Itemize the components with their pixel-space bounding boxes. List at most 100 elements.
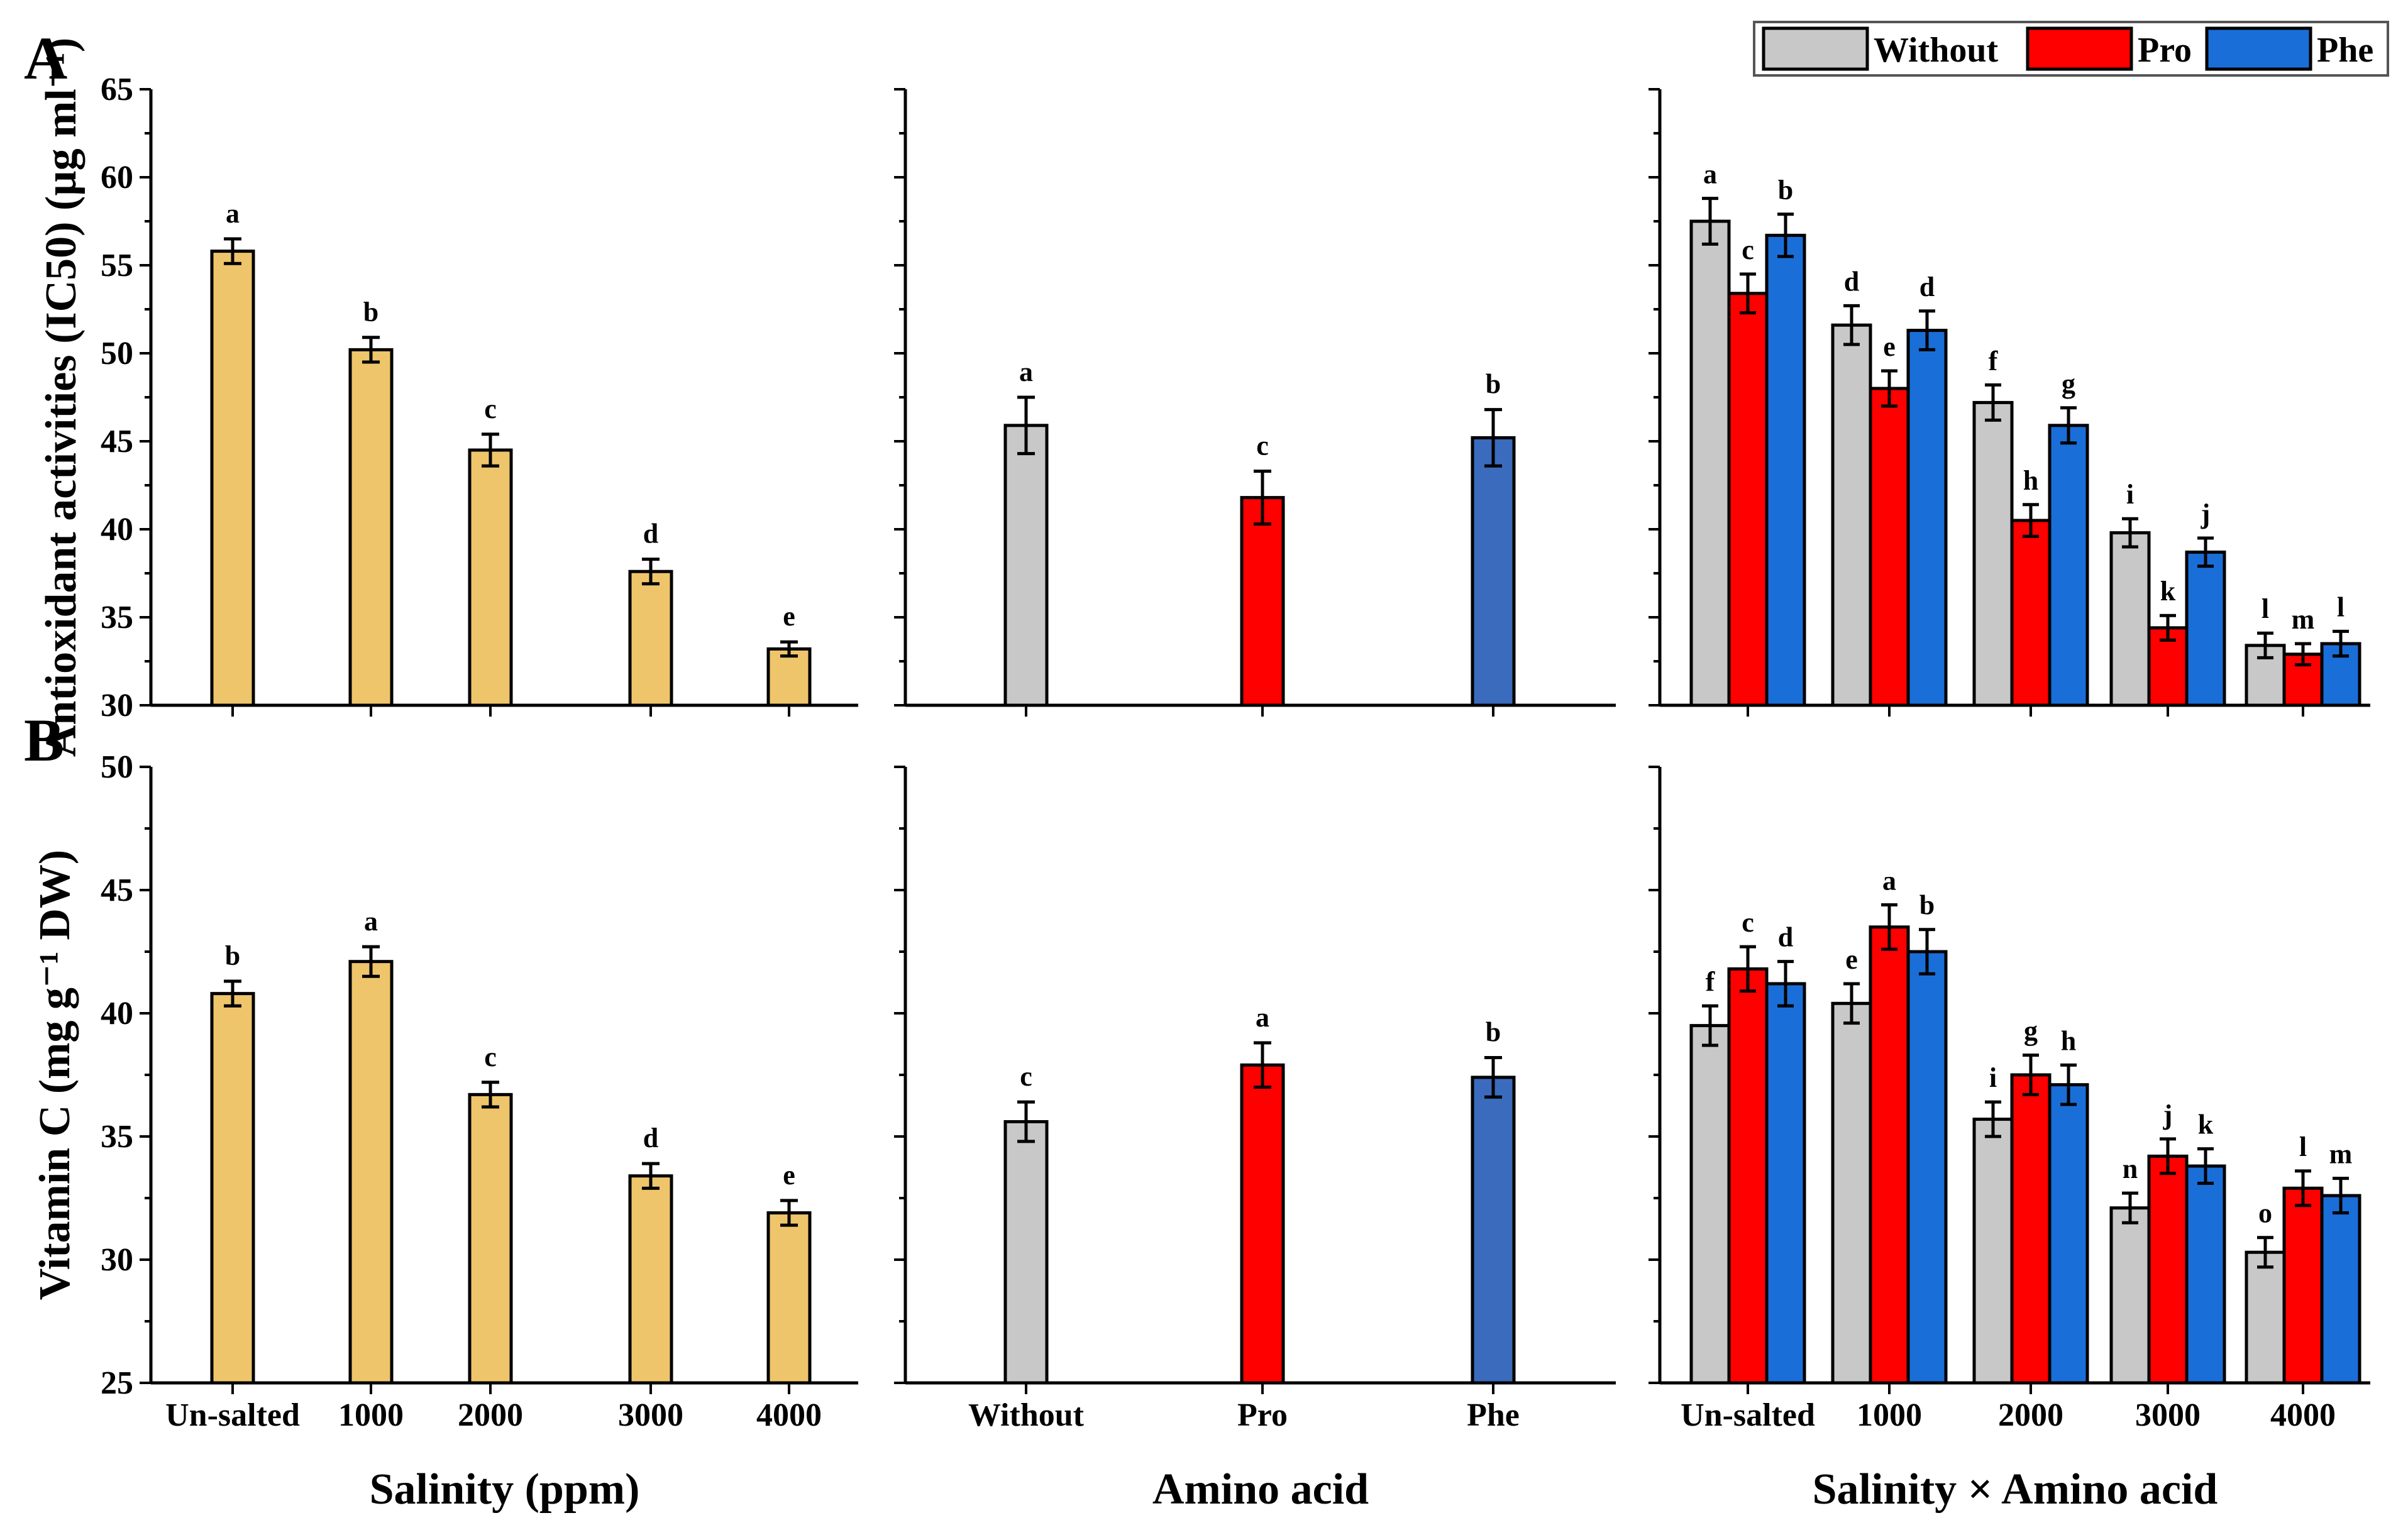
significance-letter: j — [2163, 1099, 2173, 1130]
x-axis-title: Salinity (ppm) — [370, 1465, 640, 1514]
bar-Phe-4000 — [2320, 642, 2361, 707]
x-tick-label: Un-salted — [1681, 1397, 1815, 1433]
bar-Pro-1000 — [1869, 925, 1910, 1385]
bar-Pro — [1240, 496, 1285, 707]
y-tick-label: 40 — [101, 512, 133, 547]
significance-letter: a — [364, 906, 378, 937]
bar-Without — [1003, 424, 1049, 707]
y-axis-title-B: Vitamin C (mg g⁻¹ DW) — [31, 850, 79, 1300]
significance-letter: d — [1778, 922, 1793, 953]
significance-letter: b — [225, 940, 240, 971]
significance-letter: c — [1020, 1061, 1032, 1092]
subplot-B-3: fc d e ab ig h nj k o l m Un-salted 1000 2000 3000 4000… — [1649, 766, 2370, 1514]
significance-letter: d — [643, 1123, 658, 1153]
bar-Phe-4000 — [2320, 1194, 2361, 1385]
significance-letter: o — [2258, 1198, 2272, 1229]
y-tick-label: 35 — [101, 1119, 133, 1155]
significance-letter: n — [2123, 1153, 2138, 1184]
legend-swatch-Without — [1762, 26, 1869, 71]
significance-letter: l — [2262, 593, 2269, 624]
bar-Phe-3000 — [2185, 550, 2226, 707]
x-tick-label: 1000 — [1857, 1397, 1922, 1433]
significance-letter: b — [1919, 890, 1935, 921]
x-tick-label: 3000 — [2135, 1397, 2201, 1433]
x-tick-label: 4000 — [756, 1397, 822, 1433]
bar-Pro-3000 — [2147, 1154, 2189, 1385]
bar-Phe-1000 — [1906, 329, 1948, 707]
significance-letter: c — [1742, 234, 1754, 265]
significance-letter: l — [2337, 591, 2344, 622]
subplot-B-1: 25 30 35 40 45 50 b a c d e Un-salted 1000 2000 3000 40… — [101, 749, 858, 1514]
x-axis-title: Amino acid — [1152, 1465, 1369, 1514]
significance-letter: c — [484, 393, 497, 424]
significance-letter: m — [2329, 1139, 2353, 1170]
subplot-A-1: 30 35 40 45 50 55 60 65 a b c d e — [101, 72, 858, 723]
significance-letter: a — [1882, 866, 1896, 896]
y-tick-label: 50 — [101, 749, 133, 785]
panel-letter-B: B — [24, 707, 64, 774]
y-tick-label: 30 — [101, 1242, 133, 1278]
significance-letter: d — [643, 519, 658, 549]
bar-2000 — [468, 1092, 513, 1385]
significance-letter: h — [2061, 1025, 2076, 1056]
significance-letter: e — [1845, 944, 1858, 975]
bar-Without-Un-salted — [1689, 219, 1731, 707]
significance-letter: b — [1486, 1017, 1501, 1048]
significance-letter: m — [2292, 604, 2315, 635]
significance-letter: a — [1703, 159, 1717, 190]
y-tick-label: 30 — [101, 688, 133, 723]
x-axis-title: Salinity × Amino acid — [1813, 1465, 2218, 1514]
significance-letter: a — [1019, 356, 1033, 387]
bar-3000 — [628, 1174, 673, 1385]
y-tick-label: 40 — [101, 996, 133, 1032]
significance-letter: d — [1919, 272, 1935, 302]
y-tick-label: 25 — [101, 1365, 133, 1401]
significance-letter: f — [1706, 966, 1716, 997]
significance-letter: k — [2198, 1109, 2214, 1140]
bar-1000 — [348, 960, 394, 1385]
bar-Pro-Un-salted — [1727, 967, 1769, 1385]
bar-Without-4000 — [2245, 1250, 2286, 1385]
y-tick-label: 45 — [101, 424, 133, 459]
y-tick-label: 60 — [101, 160, 133, 195]
significance-letter: e — [783, 1160, 795, 1191]
significance-letter: c — [484, 1042, 497, 1072]
significance-letter: c — [1742, 907, 1754, 938]
bar-Un-salted — [210, 992, 255, 1385]
significance-letter: a — [226, 198, 240, 229]
x-tick-label: 2000 — [1998, 1397, 2063, 1433]
bar-Pro-2000 — [2010, 519, 2052, 707]
significance-letter: e — [783, 601, 795, 632]
significance-letter: c — [1256, 431, 1269, 461]
bar-Without-2000 — [1972, 400, 2014, 707]
legend-label-Phe: Phe — [2317, 31, 2373, 70]
bar-Without-3000 — [2109, 531, 2151, 707]
significance-letter: g — [2024, 1016, 2038, 1047]
bar-Pro — [1240, 1063, 1285, 1385]
bar-4000 — [766, 647, 812, 707]
x-tick-label: Pro — [1237, 1397, 1288, 1433]
x-tick-label: 3000 — [618, 1397, 683, 1433]
significance-letter: i — [2126, 479, 2134, 510]
bar-Un-salted — [210, 250, 255, 707]
y-tick-label: 35 — [101, 600, 133, 635]
bar-Phe-2000 — [2048, 1083, 2089, 1385]
bar-Pro-1000 — [1869, 387, 1910, 707]
x-tick-label: Un-salted — [165, 1397, 300, 1433]
bar-Phe — [1471, 1076, 1516, 1385]
subplot-A-2: a c b — [894, 88, 1616, 717]
y-tick-label: 50 — [101, 336, 133, 371]
bar-Phe-Un-salted — [1765, 233, 1806, 707]
bar-Without-2000 — [1972, 1118, 2014, 1385]
significance-letter: i — [1989, 1062, 1997, 1093]
y-tick-label: 45 — [101, 872, 133, 908]
bar-1000 — [348, 348, 394, 707]
x-tick-label: Phe — [1467, 1397, 1520, 1433]
bar-Without-3000 — [2109, 1206, 2151, 1385]
significance-letter: a — [1256, 1002, 1269, 1033]
bar-3000 — [628, 569, 673, 707]
subplot-B-2: c a b Without Pro Phe Amino acid — [894, 766, 1616, 1514]
legend: Without Pro Phe — [1753, 21, 2389, 77]
